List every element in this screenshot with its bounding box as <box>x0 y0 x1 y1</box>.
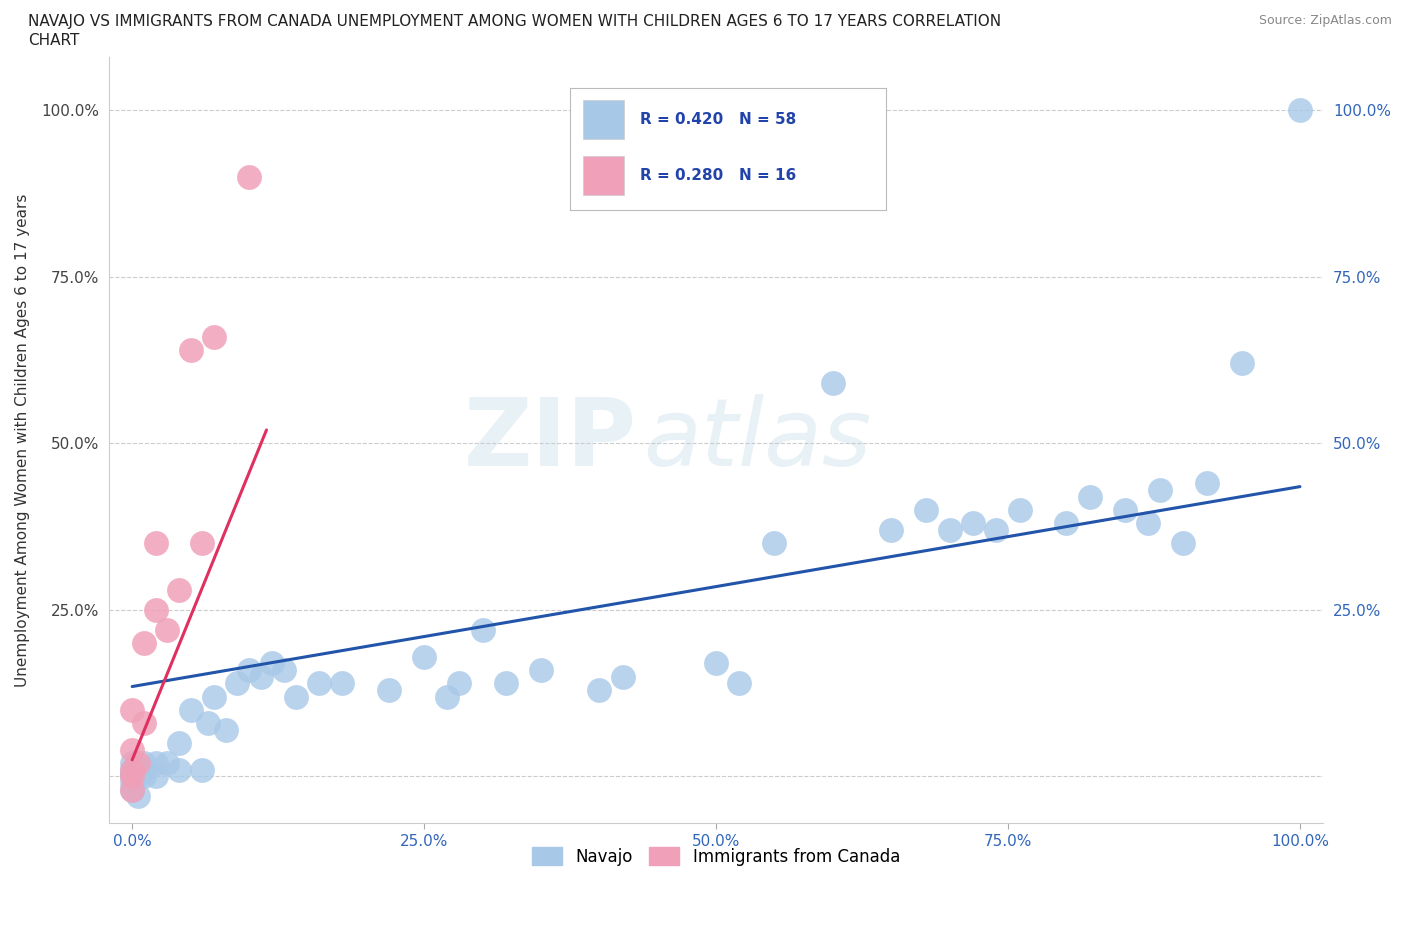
Point <box>121 702 143 717</box>
Point <box>121 765 143 780</box>
Point <box>121 782 143 797</box>
Point <box>197 716 219 731</box>
Point <box>821 376 844 391</box>
Point <box>1008 502 1031 517</box>
Point <box>132 756 155 771</box>
Legend: Navajo, Immigrants from Canada: Navajo, Immigrants from Canada <box>526 841 907 872</box>
Point <box>238 662 260 677</box>
Point <box>121 742 143 757</box>
Point <box>1149 483 1171 498</box>
Point <box>238 169 260 184</box>
Point <box>226 676 249 691</box>
Point <box>1230 356 1253 371</box>
Point <box>284 689 307 704</box>
Point <box>180 342 202 357</box>
Point <box>191 763 214 777</box>
Point <box>121 769 143 784</box>
Point <box>986 523 1008 538</box>
Text: NAVAJO VS IMMIGRANTS FROM CANADA UNEMPLOYMENT AMONG WOMEN WITH CHILDREN AGES 6 T: NAVAJO VS IMMIGRANTS FROM CANADA UNEMPLO… <box>28 14 1001 29</box>
Point <box>273 662 295 677</box>
Point <box>156 756 179 771</box>
Point <box>378 683 401 698</box>
Text: Source: ZipAtlas.com: Source: ZipAtlas.com <box>1258 14 1392 27</box>
Point <box>214 723 236 737</box>
Point <box>180 702 202 717</box>
Point <box>530 662 553 677</box>
Point <box>249 669 271 684</box>
Point <box>167 763 190 777</box>
Point <box>588 683 610 698</box>
Point <box>1054 516 1077 531</box>
Point <box>202 329 225 344</box>
Point <box>704 656 727 671</box>
Y-axis label: Unemployment Among Women with Children Ages 6 to 17 years: Unemployment Among Women with Children A… <box>15 193 30 686</box>
Text: ZIP: ZIP <box>464 394 637 486</box>
Point <box>145 536 167 551</box>
Point <box>262 656 284 671</box>
Point <box>132 763 155 777</box>
Point <box>121 763 143 777</box>
Point <box>127 789 149 804</box>
Point <box>332 676 354 691</box>
Point <box>1289 102 1312 117</box>
Point <box>167 582 190 597</box>
Point <box>121 756 143 771</box>
Point <box>612 669 634 684</box>
Point <box>145 756 167 771</box>
Point <box>145 769 167 784</box>
Point <box>495 676 517 691</box>
Point <box>962 516 984 531</box>
Point <box>121 776 143 790</box>
Text: atlas: atlas <box>643 394 872 485</box>
Point <box>132 636 155 651</box>
Point <box>127 769 149 784</box>
Point <box>880 523 903 538</box>
Point <box>436 689 458 704</box>
Point <box>121 769 143 784</box>
Point <box>145 603 167 618</box>
Point <box>1137 516 1160 531</box>
Point <box>1195 476 1218 491</box>
Point <box>132 716 155 731</box>
Point <box>308 676 330 691</box>
Point <box>728 676 751 691</box>
Point <box>121 782 143 797</box>
Point <box>449 676 471 691</box>
Point <box>121 763 143 777</box>
Point <box>413 649 436 664</box>
Point <box>471 622 494 637</box>
Point <box>915 502 938 517</box>
Point <box>1173 536 1195 551</box>
Point <box>121 769 143 784</box>
Point <box>127 756 149 771</box>
Point <box>191 536 214 551</box>
Point <box>132 769 155 784</box>
Point <box>938 523 960 538</box>
Text: CHART: CHART <box>28 33 80 47</box>
Point <box>1078 489 1101 504</box>
Point <box>167 736 190 751</box>
Point <box>1114 502 1136 517</box>
Point <box>202 689 225 704</box>
Point <box>156 622 179 637</box>
Point <box>763 536 786 551</box>
